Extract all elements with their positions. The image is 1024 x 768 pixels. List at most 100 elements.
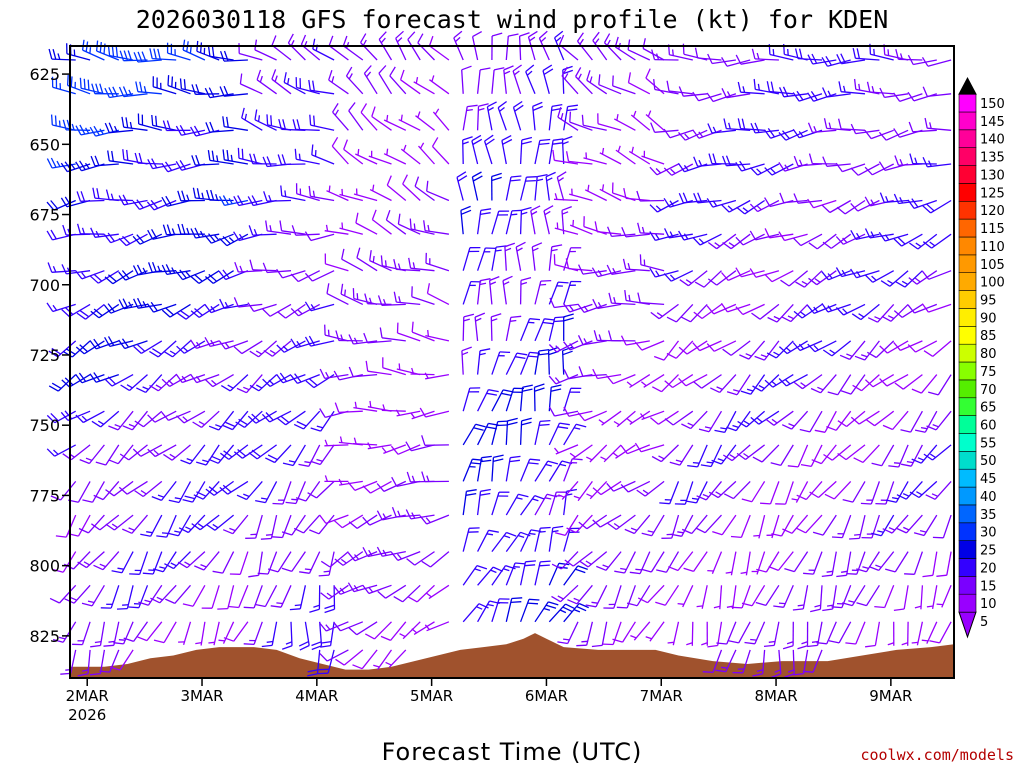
- wind-barb: [324, 585, 336, 614]
- wind-barb: [821, 303, 851, 313]
- wind-barb: [678, 129, 708, 141]
- wind-barb: [666, 303, 694, 323]
- wind-barb: [664, 410, 694, 426]
- wind-barb: [922, 233, 952, 249]
- wind-barb: [324, 324, 349, 342]
- wind-barb: [47, 262, 76, 273]
- wind-barb: [389, 66, 407, 95]
- wind-barb: [78, 514, 105, 534]
- wind-barb: [860, 481, 881, 505]
- wind-barb: [856, 584, 880, 607]
- wind-barb: [304, 231, 335, 242]
- wind-barb: [531, 242, 543, 271]
- wind-barb: [320, 621, 335, 648]
- wind-barb: [91, 410, 120, 428]
- wind-barb: [908, 121, 937, 133]
- wind-barb: [864, 374, 895, 388]
- wind-barb: [309, 114, 335, 131]
- wind-barb: [565, 258, 593, 272]
- wind-barb: [504, 242, 516, 271]
- wind-barb: [708, 480, 737, 499]
- wind-barb: [850, 268, 880, 279]
- wind-barb: [311, 144, 335, 165]
- wind-barb: [319, 368, 349, 380]
- wind-barb: [878, 161, 909, 172]
- wind-barb: [556, 171, 567, 201]
- wind-barb: [534, 560, 551, 586]
- wind-barb: [105, 189, 134, 202]
- wind-barb: [563, 458, 583, 482]
- wind-barb: [305, 374, 335, 389]
- wind-barb: [111, 551, 134, 574]
- wind-barb: [147, 444, 177, 458]
- wind-barb: [256, 69, 277, 95]
- wind-barb: [681, 303, 708, 323]
- wind-barb: [333, 621, 364, 632]
- wind-barb: [241, 107, 263, 131]
- wind-barb: [787, 444, 809, 468]
- wind-barb: [207, 45, 234, 61]
- wind-barb: [236, 480, 263, 501]
- wind-barb: [807, 91, 837, 102]
- wind-barb: [421, 551, 450, 568]
- wind-barb: [563, 104, 578, 131]
- wind-barb: [778, 129, 808, 141]
- wind-barb: [534, 419, 551, 446]
- wind-barb: [353, 188, 378, 202]
- wind-barb: [779, 86, 808, 98]
- colorbar-swatch: [958, 200, 977, 220]
- credit-link[interactable]: coolwx.com/models: [860, 746, 1014, 764]
- wind-barb: [453, 30, 464, 61]
- wind-barb: [885, 551, 909, 573]
- wind-barb: [645, 110, 665, 131]
- wind-barb: [177, 303, 206, 320]
- wind-barb: [308, 79, 335, 95]
- y-tick-label: 725: [29, 346, 60, 365]
- wind-barb: [836, 199, 866, 215]
- wind-barb: [766, 340, 794, 359]
- wind-barb: [55, 514, 77, 538]
- colorbar-swatch: [958, 522, 977, 541]
- wind-barb: [850, 229, 880, 241]
- wind-barb: [107, 45, 134, 61]
- wind-barb: [363, 332, 392, 344]
- wind-barb: [92, 187, 119, 202]
- wind-barb: [318, 551, 335, 577]
- wind-barb: [175, 124, 206, 136]
- wind-barb: [714, 410, 737, 434]
- wind-barb: [909, 480, 938, 499]
- wind-barb: [750, 410, 780, 425]
- wind-barb: [46, 302, 76, 313]
- wind-barb: [548, 138, 564, 165]
- wind-barb: [520, 494, 545, 516]
- wind-barb: [407, 31, 421, 61]
- wind-barb: [651, 374, 679, 393]
- wind-barb: [228, 585, 249, 609]
- colorbar-swatch: [958, 379, 977, 399]
- terrain-layer: [70, 633, 954, 678]
- wind-barb: [737, 81, 765, 95]
- wind-barb: [706, 340, 737, 352]
- wind-barb: [598, 74, 622, 95]
- wind-barb: [347, 550, 378, 562]
- wind-barb: [739, 340, 766, 360]
- wind-barb: [878, 129, 909, 141]
- wind-barb: [929, 621, 952, 644]
- wind-barb: [75, 124, 105, 136]
- wind-barb: [639, 254, 665, 272]
- wind-barb: [626, 374, 651, 389]
- wind-barb: [324, 253, 349, 272]
- wind-barb: [383, 148, 407, 165]
- wind-barb: [326, 185, 349, 202]
- wind-barb: [701, 621, 708, 646]
- wind-barb: [122, 514, 148, 534]
- wind-barb: [807, 198, 837, 209]
- wind-barb: [620, 480, 651, 493]
- wind-barb: [554, 222, 579, 235]
- wind-barb: [413, 76, 435, 95]
- wind-barb: [882, 514, 909, 534]
- wind-barb: [281, 621, 293, 650]
- colorbar-label: 55: [980, 436, 997, 451]
- wind-barb: [569, 188, 593, 202]
- wind-barb: [235, 410, 263, 428]
